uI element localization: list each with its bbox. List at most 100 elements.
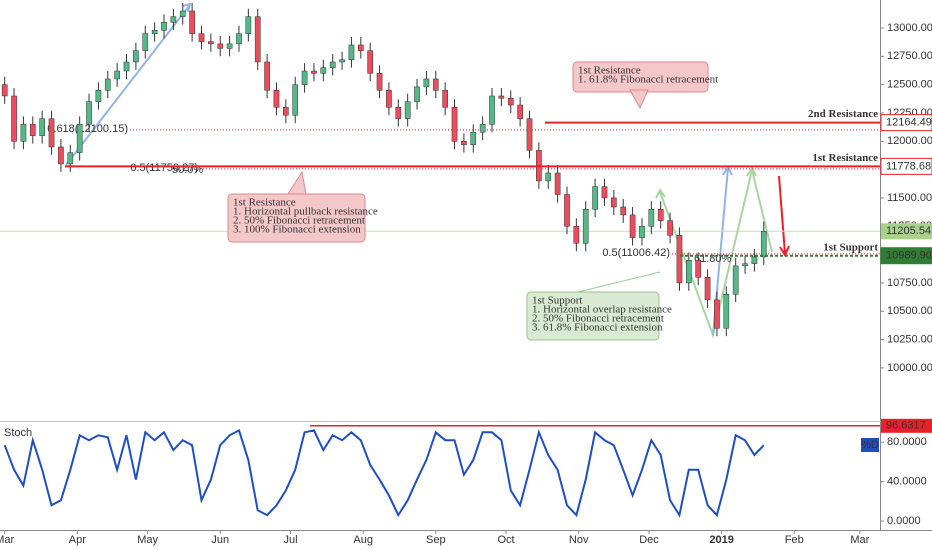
callout-box [526,291,660,341]
callout-line: 3. 100% Fibonacci extension [233,224,361,236]
arrowhead [746,165,757,177]
callout-title: 1st Resistance [233,197,296,209]
candle-body [189,10,195,34]
candle-body [151,30,158,34]
candle-body [704,276,711,301]
candle-body [367,50,374,74]
candle-body [376,73,383,91]
callout-pointer [287,170,307,195]
candle-body [264,61,270,91]
callout-line: 2. 50% Fibonacci retracement [233,215,365,227]
last-price-label: 11205.54 [886,225,931,237]
x-tick-label: Mar [0,534,14,546]
x-tick-label: Dec [639,534,659,546]
candle-body [245,16,252,34]
arrow [65,5,190,166]
candle-body [685,259,692,284]
candle-body [236,33,242,45]
indicator-level-box [881,418,932,433]
candle-body [526,118,533,151]
candle-body [170,16,177,23]
candle-body [592,186,598,210]
fib-label: 0.5(11006.42) [602,247,670,259]
candle-body [564,194,570,227]
x-tick-label: Aug [353,534,373,546]
candle-body [695,259,702,278]
candle-body [667,220,673,236]
candle-body [620,206,627,216]
candle-body [507,97,514,106]
candle-body [123,61,130,72]
candle-body [283,107,289,116]
candle-body [657,209,664,221]
candle-body [254,16,261,63]
candle-body [751,256,758,264]
callout-line: 2. 50% Fibonacci retracement [532,313,664,325]
last-price-box [881,223,932,240]
y-tick-label: 10750.00 [887,277,932,289]
y-tick-label: 12750.00 [887,50,932,62]
y-tick-label: 10500.00 [887,305,932,317]
y-tick-label: 13000.00 [887,22,932,34]
candle-body [554,172,561,195]
candle-body [432,78,439,91]
candle-body [395,107,402,119]
candle-body [208,41,214,45]
level-value-box [880,114,932,132]
candle-body [723,293,730,329]
candle-body [114,70,120,80]
candle-body [742,263,748,267]
indicator-name: Stoch [4,427,32,439]
level-value-box [880,247,932,265]
candle-body [414,86,420,102]
candle-body [1,84,8,97]
candle-body [39,118,45,136]
candle-body [95,90,102,102]
candle-body [301,70,308,85]
candle-body [611,197,617,208]
candle-body [470,131,477,145]
candle-body [142,33,149,51]
level-value-box [880,157,932,175]
candle-body [714,299,720,329]
y-tick-label: 12500.00 [887,79,932,91]
x-tick-label: Jul [283,534,297,546]
candle-body [329,61,336,68]
candle-body [442,90,448,108]
candle-body [404,101,411,119]
x-tick-label: Nov [569,534,589,546]
callout-line: 1. 61.8% Fibonacci retracement [578,74,718,86]
candle-body [104,78,111,91]
candle-body [451,107,458,142]
candle-body [133,50,139,63]
candle-body [48,118,55,148]
candle-body [348,44,355,60]
x-tick-label: Mar [850,534,869,546]
arrow [778,175,786,255]
legend-label: %D [861,439,879,451]
candle-body [29,124,36,136]
callout-pointer [577,271,661,293]
candle-body [601,186,608,199]
arrowhead [655,188,666,199]
candle-body [573,226,580,244]
x-tick-label: Oct [498,534,515,546]
candle-body [760,231,767,258]
legend-swatch [861,438,879,452]
level-name: 1st Resistance [812,152,878,164]
y-tick-label: 10250.00 [887,333,932,345]
candle-body [676,235,683,284]
candle-body [273,90,280,108]
candle-body [179,10,186,17]
callout-line: 1. Horizontal pullback resistance [233,206,378,218]
candle-body [479,124,486,133]
candle-body [489,95,495,125]
candle-body [339,59,345,63]
candle-body [161,22,167,31]
y2-tick-label: 0.0000 [887,515,921,527]
candle-body [226,43,233,49]
callout-line: 3. 61.8% Fibonacci extension [532,322,663,334]
x-tick-label: May [137,534,158,546]
candle-body [732,265,739,295]
